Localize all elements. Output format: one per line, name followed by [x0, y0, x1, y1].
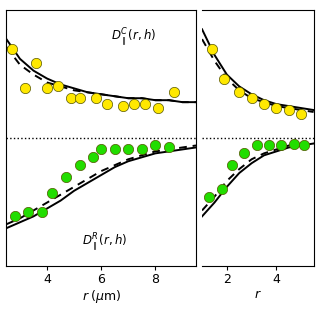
Point — [209, 46, 214, 52]
Point — [12, 214, 17, 219]
Point — [279, 143, 284, 148]
Point — [26, 210, 31, 215]
Point — [44, 86, 50, 91]
Point — [242, 151, 247, 156]
Point — [267, 143, 272, 148]
Point — [142, 101, 147, 107]
Point — [34, 60, 39, 65]
Point — [120, 104, 125, 109]
Point — [237, 90, 242, 95]
Point — [153, 143, 158, 148]
Point — [93, 96, 98, 101]
Point — [299, 111, 304, 116]
Point — [77, 96, 82, 101]
X-axis label: $r\;(\mu\mathrm{m})$: $r\;(\mu\mathrm{m})$ — [82, 288, 121, 305]
Point — [23, 86, 28, 91]
Point — [63, 174, 68, 180]
X-axis label: $r$: $r$ — [254, 288, 262, 301]
Point — [104, 101, 109, 107]
Point — [207, 194, 212, 199]
Point — [291, 141, 296, 146]
Point — [222, 76, 227, 81]
Point — [249, 96, 254, 101]
Point — [77, 163, 82, 168]
Point — [69, 96, 74, 101]
Point — [254, 143, 259, 148]
Point — [131, 101, 136, 107]
Point — [99, 147, 104, 152]
Point — [55, 84, 60, 89]
Point — [126, 147, 131, 152]
Point — [229, 163, 234, 168]
Text: $D_\parallel^R(r,h)$: $D_\parallel^R(r,h)$ — [82, 231, 127, 253]
Point — [156, 106, 161, 111]
Point — [112, 147, 117, 152]
Point — [139, 147, 144, 152]
Point — [9, 46, 14, 52]
Point — [286, 108, 292, 113]
Text: $D_\parallel^C(r,h)$: $D_\parallel^C(r,h)$ — [111, 27, 156, 48]
Point — [50, 190, 55, 195]
Point — [91, 155, 96, 160]
Point — [301, 143, 306, 148]
Point — [39, 210, 44, 215]
Point — [274, 106, 279, 111]
Point — [219, 186, 224, 191]
Point — [166, 145, 172, 150]
Point — [261, 101, 267, 107]
Point — [172, 90, 177, 95]
